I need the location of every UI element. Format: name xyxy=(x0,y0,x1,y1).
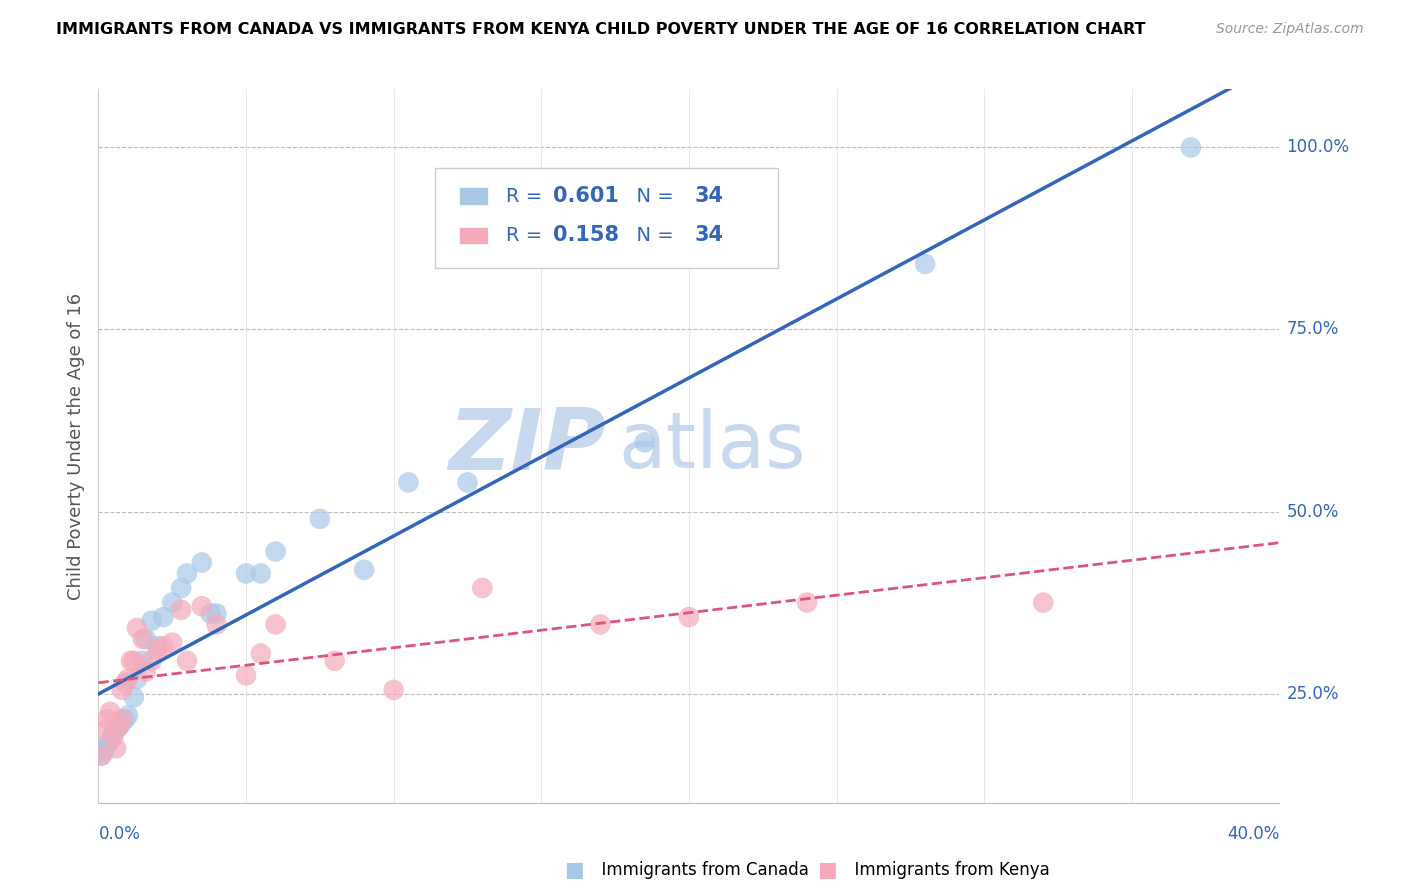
Y-axis label: Child Poverty Under the Age of 16: Child Poverty Under the Age of 16 xyxy=(66,293,84,599)
Point xyxy=(176,566,198,581)
Point xyxy=(98,734,121,748)
Point xyxy=(471,581,494,595)
Point xyxy=(250,566,273,581)
Point xyxy=(264,617,287,632)
FancyBboxPatch shape xyxy=(434,168,778,268)
Point xyxy=(111,682,134,697)
Text: 25.0%: 25.0% xyxy=(1286,684,1339,703)
Text: 0.601: 0.601 xyxy=(553,186,619,206)
FancyBboxPatch shape xyxy=(458,187,488,205)
Point xyxy=(105,723,128,737)
Point xyxy=(235,566,257,581)
Point xyxy=(146,643,169,657)
Point xyxy=(162,596,183,610)
Point xyxy=(93,723,115,737)
Point xyxy=(382,682,405,697)
Point xyxy=(633,435,655,450)
Point xyxy=(170,603,193,617)
Point xyxy=(141,654,163,668)
Point xyxy=(108,719,131,733)
Point xyxy=(111,712,134,726)
Point xyxy=(132,654,155,668)
Point xyxy=(122,690,145,705)
Text: 0.0%: 0.0% xyxy=(98,825,141,843)
Point xyxy=(456,475,478,490)
Text: ■: ■ xyxy=(564,860,583,880)
Point xyxy=(103,726,125,740)
Point xyxy=(111,715,134,730)
Point xyxy=(353,563,375,577)
FancyBboxPatch shape xyxy=(458,227,488,244)
Point xyxy=(152,610,174,624)
Point xyxy=(108,719,131,733)
Point xyxy=(191,556,214,570)
Point xyxy=(114,675,136,690)
Point xyxy=(117,708,139,723)
Point xyxy=(135,632,157,646)
Point xyxy=(105,741,128,756)
Point xyxy=(176,654,198,668)
Point xyxy=(1180,140,1202,154)
Point xyxy=(162,635,183,649)
Point xyxy=(120,654,142,668)
Point xyxy=(205,607,228,621)
Point xyxy=(93,745,115,759)
Point xyxy=(589,617,612,632)
Point xyxy=(323,654,346,668)
Text: atlas: atlas xyxy=(619,408,806,484)
Text: Source: ZipAtlas.com: Source: ZipAtlas.com xyxy=(1216,22,1364,37)
Point xyxy=(1032,596,1054,610)
Text: 34: 34 xyxy=(695,186,724,206)
Point xyxy=(90,748,112,763)
Text: 34: 34 xyxy=(695,226,724,245)
Point xyxy=(141,614,163,628)
Point xyxy=(125,621,148,635)
Point xyxy=(205,617,228,632)
Text: 50.0%: 50.0% xyxy=(1286,502,1339,521)
Text: ZIP: ZIP xyxy=(449,404,606,488)
Point xyxy=(235,668,257,682)
Point xyxy=(152,639,174,653)
Text: Immigrants from Kenya: Immigrants from Kenya xyxy=(844,861,1049,879)
Point xyxy=(135,665,157,679)
Point xyxy=(90,748,112,763)
Text: IMMIGRANTS FROM CANADA VS IMMIGRANTS FROM KENYA CHILD POVERTY UNDER THE AGE OF 1: IMMIGRANTS FROM CANADA VS IMMIGRANTS FRO… xyxy=(56,22,1146,37)
Text: Immigrants from Canada: Immigrants from Canada xyxy=(591,861,808,879)
Text: R =: R = xyxy=(506,226,548,245)
Point xyxy=(678,610,700,624)
Point xyxy=(96,712,118,726)
Text: 40.0%: 40.0% xyxy=(1227,825,1279,843)
Point xyxy=(117,672,139,686)
Point xyxy=(264,544,287,558)
Text: N =: N = xyxy=(624,186,681,206)
Point xyxy=(125,672,148,686)
Text: N =: N = xyxy=(624,226,681,245)
Point xyxy=(396,475,419,490)
Text: 0.158: 0.158 xyxy=(553,226,619,245)
Text: 100.0%: 100.0% xyxy=(1286,138,1350,156)
Point xyxy=(114,712,136,726)
Point xyxy=(191,599,214,614)
Text: R =: R = xyxy=(506,186,548,206)
Point xyxy=(170,581,193,595)
Point xyxy=(93,741,115,756)
Point xyxy=(122,654,145,668)
Point xyxy=(200,607,222,621)
Point xyxy=(98,705,121,719)
Text: ■: ■ xyxy=(817,860,837,880)
Text: 75.0%: 75.0% xyxy=(1286,320,1339,338)
Point xyxy=(309,512,332,526)
Point xyxy=(914,257,936,271)
Point xyxy=(132,632,155,646)
Point xyxy=(796,596,818,610)
Point xyxy=(250,647,273,661)
Point xyxy=(96,738,118,752)
Point xyxy=(103,731,125,745)
Point xyxy=(146,639,169,653)
